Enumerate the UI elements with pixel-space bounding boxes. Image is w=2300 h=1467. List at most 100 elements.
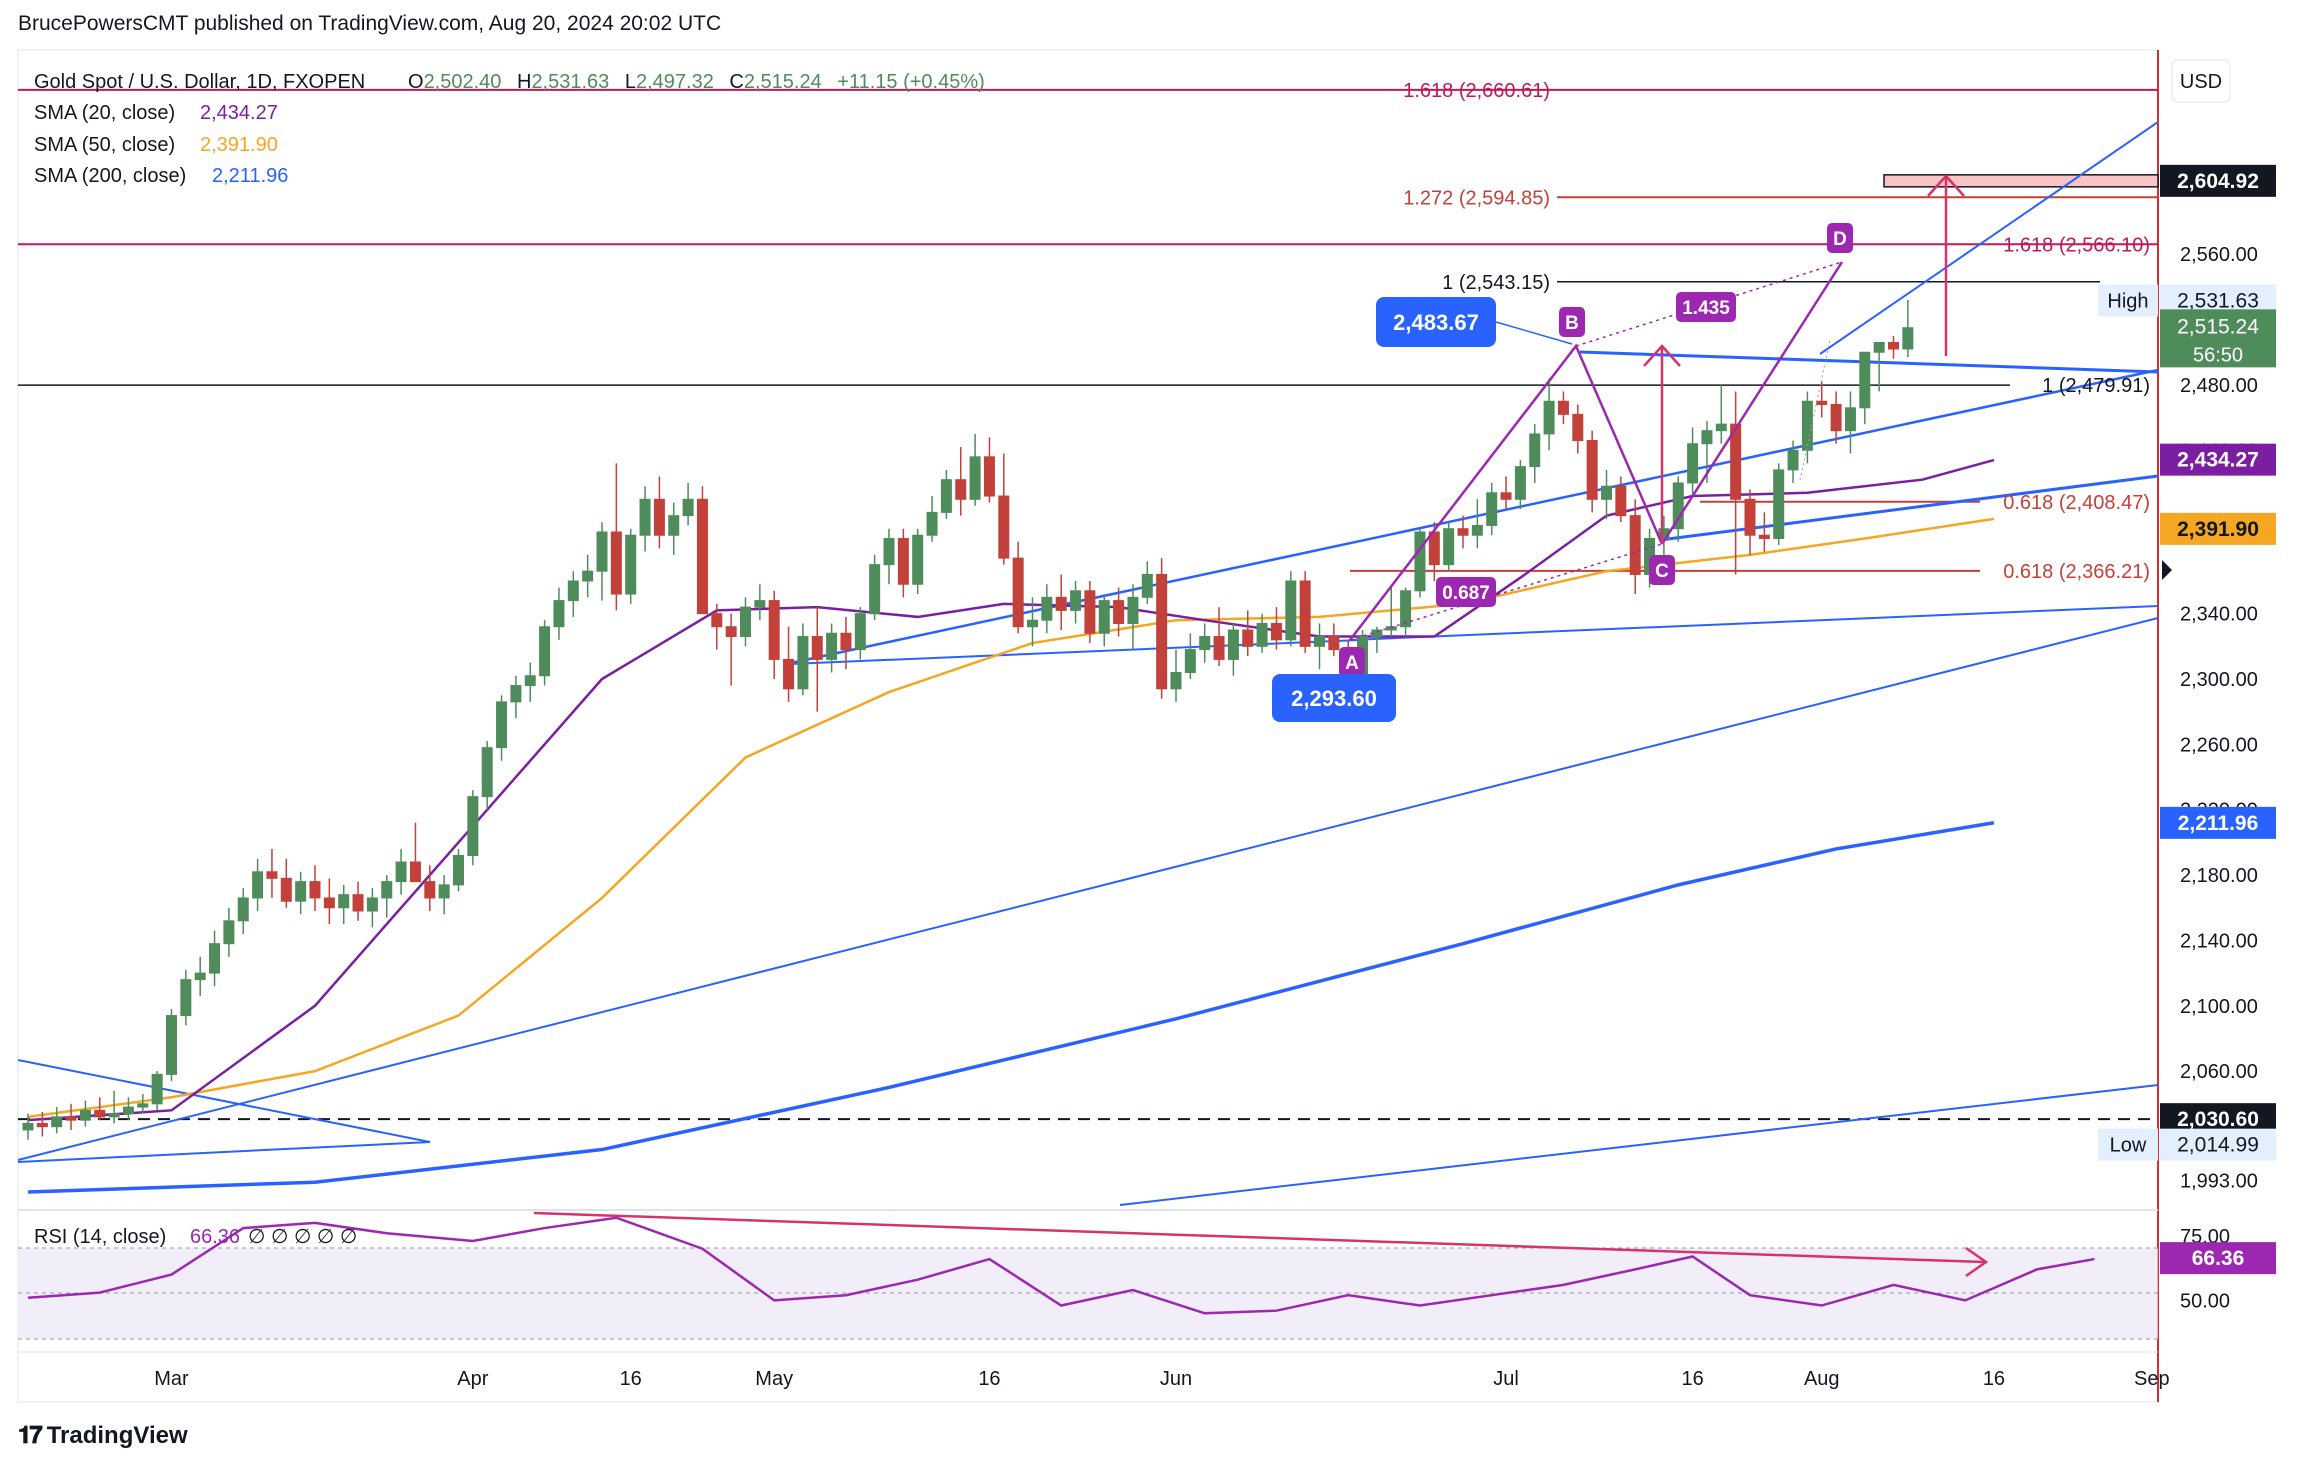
price-tag-sma200: 2,211.96	[2178, 812, 2259, 835]
candle-body	[653, 498, 665, 536]
legend-symbol: Gold Spot / U.S. Dollar, 1D, FXOPEN	[34, 71, 365, 93]
candle-body	[366, 897, 378, 912]
candle-body	[682, 498, 694, 517]
callout-high: 2,483.67	[1393, 310, 1479, 335]
trendline-long-1	[17, 617, 2159, 1161]
harmonic-cd-line	[1660, 261, 1844, 545]
candle-body	[1500, 492, 1512, 500]
currency-button[interactable]	[2171, 59, 2231, 103]
candle-body	[567, 580, 579, 602]
candle-body	[1199, 636, 1211, 651]
price-tag-sma50: 2,391.90	[2177, 518, 2259, 541]
legend-rsi-label: RSI (14, close)	[34, 1226, 166, 1248]
fib-label-1618-mid: 1.618 (2,566.10)	[2003, 234, 2150, 256]
candle-body	[453, 854, 464, 886]
legend-sma200-value: 2,211.96	[212, 165, 288, 187]
candle-body	[51, 1116, 63, 1128]
y-tick-label: 2,140.00	[2180, 930, 2258, 952]
candle-body	[323, 897, 335, 909]
candle-body	[1758, 534, 1770, 540]
candle-body	[1055, 596, 1067, 611]
candle-body	[725, 626, 737, 638]
price-tag-2030: 2,030.60	[2177, 1108, 2259, 1131]
x-tick-label: May	[755, 1368, 793, 1390]
x-tick-label: 16	[620, 1368, 642, 1390]
candle-body	[137, 1103, 149, 1108]
candle-body	[610, 531, 622, 595]
tradingview-brand: TradingView	[46, 1422, 188, 1449]
rsi-tick-label: 50.00	[2180, 1290, 2230, 1312]
price-tag-last-bg	[2160, 309, 2276, 368]
candle-body	[1471, 524, 1483, 536]
legend-sma20-label: SMA (20, close)	[34, 102, 175, 124]
candle-body	[553, 600, 565, 628]
candle-body	[424, 881, 436, 899]
candle-body	[826, 632, 838, 660]
tradingview-footer[interactable]: 𝟏𝟕 TradingView	[18, 1422, 188, 1450]
candle-body	[1256, 622, 1268, 647]
callout-high-pointer	[1495, 321, 1573, 345]
candle-body	[582, 570, 594, 582]
price-tag-low-bg	[2160, 1128, 2276, 1161]
sma200-line	[27, 821, 1995, 1194]
high-tag-bg	[2098, 284, 2158, 317]
candle-body	[510, 685, 522, 703]
candle-body	[438, 884, 450, 899]
rsi-tag-bg	[2160, 1242, 2276, 1275]
candle-body	[1514, 466, 1526, 500]
measured-move-arrow-1-head	[1643, 344, 1681, 367]
candle-body	[768, 600, 780, 660]
candle-body	[1414, 531, 1426, 592]
candle-body	[79, 1109, 91, 1121]
candle-body	[1027, 619, 1038, 628]
candle-body	[1902, 327, 1914, 350]
trendline-support-top	[1659, 474, 2159, 542]
harmonic-bd-dotted	[1575, 261, 1843, 347]
candle-body	[1041, 596, 1053, 621]
candle-body	[754, 600, 766, 608]
legend-ohlc: O2,502.40 H2,531.63 L2,497.32 C2,515.24 …	[408, 71, 985, 93]
candle-body	[1672, 482, 1684, 530]
y-tick-label: 1,993.00	[2180, 1171, 2258, 1193]
candle-body	[1170, 671, 1182, 690]
rsi-line	[27, 1216, 2095, 1315]
legend-rsi-value: 66.36	[190, 1226, 240, 1248]
candle-body	[955, 479, 967, 500]
candle-body	[309, 881, 321, 899]
candle-body	[524, 675, 536, 687]
candle-body	[1285, 580, 1297, 641]
legend-o-label: O	[408, 71, 424, 93]
high-tag: High	[2107, 291, 2148, 313]
legend-sma50-value: 2,391.90	[200, 134, 278, 156]
legend-c-label: C	[729, 71, 743, 93]
candle-body	[912, 534, 924, 585]
legend-rsi-extra: ∅ ∅ ∅ ∅ ∅	[248, 1226, 357, 1248]
annotations-layer: High Low 1.618 (2,660.61) 1.272 (2,594.85) 1…	[1272, 80, 2158, 1161]
candle-body	[151, 1073, 163, 1105]
price-tag-2604: 2,604.92	[2177, 170, 2259, 193]
candle-body	[22, 1122, 34, 1131]
price-tag-sma50-bg	[2160, 512, 2276, 545]
fib-label-1-low: 1 (2,479.91)	[2042, 375, 2150, 397]
candle-body	[1270, 622, 1282, 641]
x-tick-label: Apr	[457, 1368, 488, 1390]
point-a-label-bg	[1339, 647, 1365, 677]
legend-sma200-label: SMA (200, close)	[34, 165, 186, 187]
legend-change: +11.15 (+0.45%)	[837, 71, 985, 93]
candle-body	[854, 613, 866, 651]
candle-body	[1873, 341, 1885, 353]
candle-body	[998, 495, 1010, 559]
candle-body	[1156, 573, 1168, 690]
candle-body	[1773, 469, 1785, 540]
candle-body	[1859, 351, 1871, 409]
trendline-steep	[1819, 121, 2159, 355]
candle-body	[1715, 423, 1727, 432]
y-tick-label: 2,560.00	[2180, 244, 2258, 266]
sma20-line	[27, 458, 1995, 1122]
candle-body	[969, 456, 981, 500]
candle-body	[1328, 636, 1340, 651]
candle-body	[108, 1113, 120, 1118]
y-tick-label: 2,100.00	[2180, 996, 2258, 1018]
candle-body	[1070, 590, 1082, 611]
